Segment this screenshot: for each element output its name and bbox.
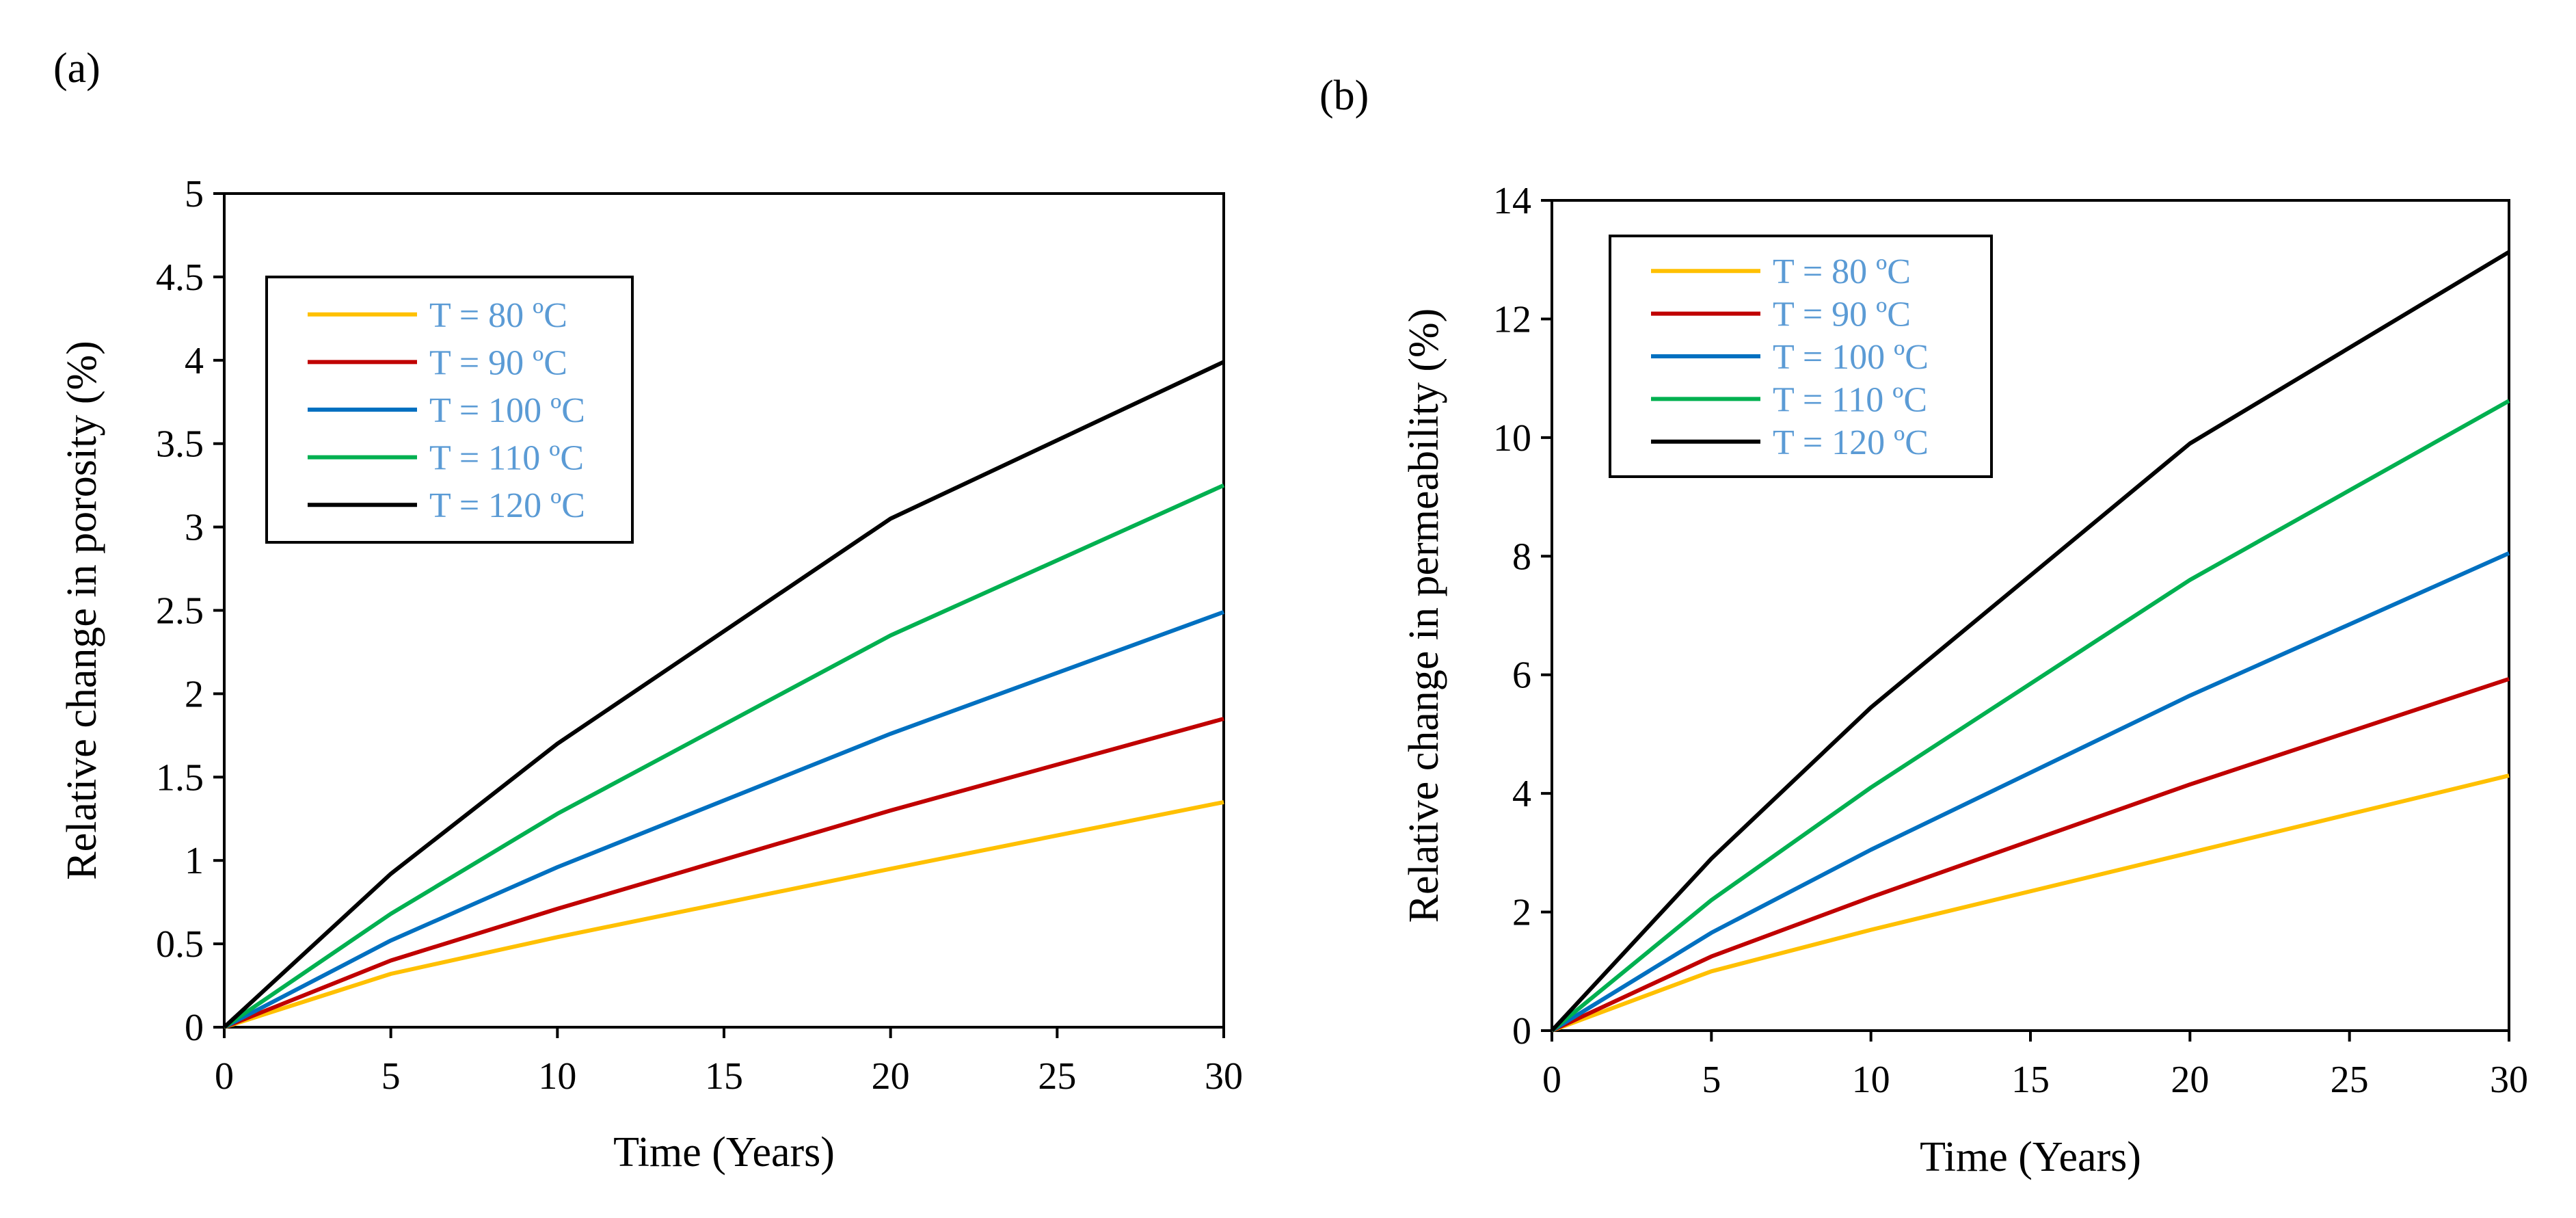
x-axis-title: Time (Years) <box>1920 1134 2141 1180</box>
x-tick-label: 0 <box>215 1055 234 1098</box>
y-axis-title: Relative change in porosity (%) <box>59 341 105 880</box>
panel-label: (a) <box>53 45 100 92</box>
legend-entry-label: T = 100 ºC <box>429 391 585 430</box>
y-tick-label: 2.5 <box>156 590 204 633</box>
y-tick-label: 0 <box>185 1007 204 1049</box>
y-tick-label: 10 <box>1493 417 1531 460</box>
x-tick-label: 10 <box>538 1055 576 1098</box>
x-tick-label: 0 <box>1542 1059 1561 1101</box>
legend: T = 80 ºC T = 90 ºC T = 100 ºCT = 110 ºC T … <box>1609 235 1993 478</box>
y-tick-label: 3.5 <box>156 423 204 466</box>
x-tick-label: 15 <box>705 1055 743 1098</box>
legend-entry-label: T = 100 ºC <box>1773 338 1929 377</box>
legend: T = 80 ºC T = 90 ºC T = 100 ºC T = 110 ºC T … <box>265 276 634 544</box>
x-axis-title: Time (Years) <box>613 1129 835 1176</box>
series-line-t120 <box>222 360 1225 1029</box>
legend-entry-label: T = 120 ºC <box>429 486 585 525</box>
x-tick-label: 20 <box>2171 1059 2209 1101</box>
chart-a: (a) 0 0.5 1 1.5 2 2.5 3 3.5 4 4.5 5 0 5 10 15 20 25 30 Time… <box>53 45 1243 1176</box>
x-tick-label: 30 <box>1205 1055 1243 1098</box>
y-tick-label: 1 <box>185 840 204 882</box>
y-tick-label: 14 <box>1493 180 1531 222</box>
y-tick-label: 12 <box>1493 298 1531 341</box>
series-line-t90 <box>1551 676 2510 1033</box>
legend-entry-label: T = 90 ºC <box>1773 295 1911 334</box>
legend-entry-label: T = 110 ºC <box>429 439 584 478</box>
y-tick-label: 1.5 <box>156 756 204 799</box>
x-tick-label: 15 <box>2011 1059 2050 1101</box>
series-line-t80 <box>1551 773 2510 1033</box>
series-line-t120 <box>1550 250 2510 1033</box>
series-line-t90 <box>223 717 1224 1029</box>
legend-entry-label: T = 80 ºC <box>429 296 567 335</box>
legend-entry-label: T = 90 ºC <box>429 343 567 382</box>
y-tick-label: 0 <box>1512 1010 1531 1052</box>
y-tick-label: 8 <box>1512 535 1531 578</box>
legend-entry-label: T = 110 ºC <box>1773 380 1927 419</box>
y-tick-label: 2 <box>185 673 204 715</box>
x-tick-label: 25 <box>2331 1059 2369 1101</box>
y-tick-label: 0.5 <box>156 923 204 966</box>
y-tick-label: 4 <box>185 340 204 382</box>
series-line-t80 <box>224 799 1224 1029</box>
y-tick-label: 4 <box>1512 773 1531 815</box>
x-tick-label: 30 <box>2490 1059 2528 1101</box>
y-tick-label: 3 <box>185 507 204 549</box>
series-line-t110 <box>1551 399 2510 1033</box>
y-axis-title: Relative change in permeability (%) <box>1401 308 1447 923</box>
y-tick-label: 6 <box>1512 654 1531 697</box>
chart-b: (b) 0 2 4 6 8 10 12 14 0 5 10 15 20 25 30 Time (Years) Re… <box>1319 72 2528 1180</box>
series-line-t100 <box>1551 551 2510 1033</box>
x-tick-label: 5 <box>1702 1059 1721 1101</box>
series-line-t100 <box>223 610 1225 1029</box>
y-tick-label: 5 <box>185 173 204 215</box>
y-tick-label: 4.5 <box>156 256 204 299</box>
x-tick-label: 10 <box>1852 1059 1890 1101</box>
legend-entry-label: T = 80 ºC <box>1773 252 1911 291</box>
x-tick-label: 25 <box>1038 1055 1076 1098</box>
y-tick-label: 2 <box>1512 892 1531 934</box>
panel-label: (b) <box>1319 72 1369 119</box>
series-line-t110 <box>223 483 1225 1029</box>
legend-entry-label: T = 120 ºC <box>1773 423 1929 462</box>
x-tick-label: 5 <box>381 1055 401 1098</box>
x-tick-label: 20 <box>872 1055 910 1098</box>
